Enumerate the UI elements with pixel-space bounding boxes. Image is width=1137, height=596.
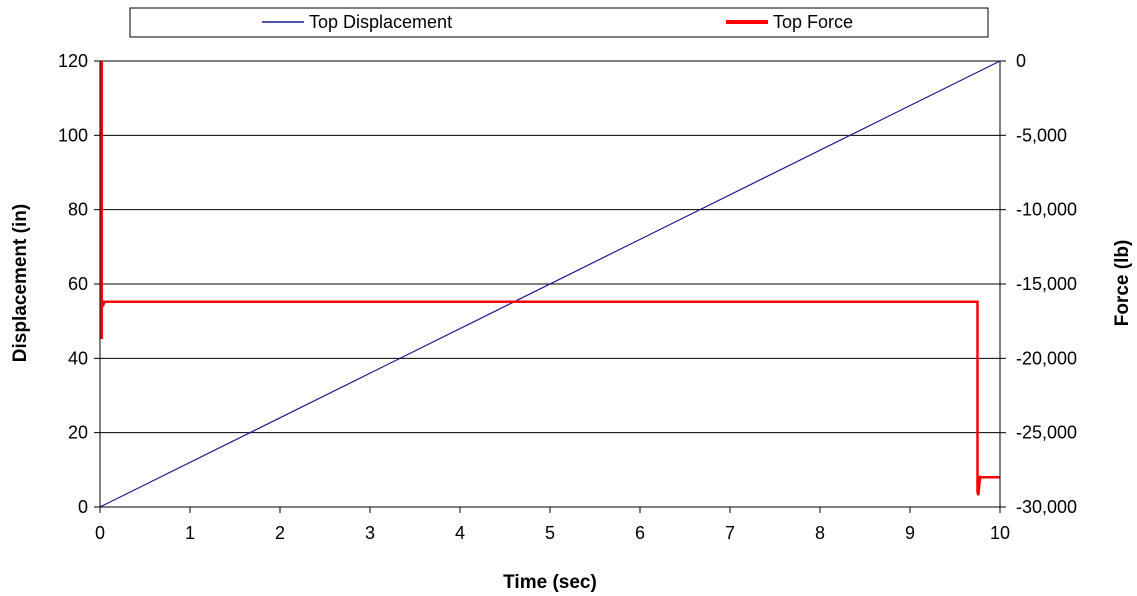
x-tick-label: 6 [635,523,645,543]
y-left-tick-label: 20 [68,423,88,443]
x-tick-label: 7 [725,523,735,543]
x-tick-label: 3 [365,523,375,543]
x-tick-label: 0 [95,523,105,543]
x-tick-label: 9 [905,523,915,543]
series-group [99,60,1001,508]
y-left-tick-label: 120 [58,51,88,71]
x-axis-title: Time (sec) [503,572,597,593]
x-tick-label: 10 [990,523,1010,543]
series-line-top-displacement [99,60,1001,508]
y-left-tick-label: 0 [78,497,88,517]
y-left-tick-label: 100 [58,125,88,145]
y-right-tick-label: -5,000 [1016,125,1067,145]
x-tick-label: 4 [455,523,465,543]
y-right-tick-label: -20,000 [1016,348,1077,368]
y-left-tick-label: 40 [68,348,88,368]
y-left-tick-label: 80 [68,200,88,220]
y-right-tick-label: -25,000 [1016,423,1077,443]
y-axis-title-left: Displacement (in) [10,204,31,362]
x-tick-label: 8 [815,523,825,543]
y-axis-title-right: Force (lb) [1112,240,1133,327]
x-tick-label: 5 [545,523,555,543]
legend: Top Displacement Top Force [129,7,989,38]
y-right-tick-label: -10,000 [1016,200,1077,220]
legend-label-top-force: Top Force [773,12,853,32]
axes [94,60,1006,513]
series-line-top-force [100,61,1000,496]
x-tick-label: 2 [275,523,285,543]
legend-label-top-displacement: Top Displacement [309,12,452,32]
y-right-tick-label: 0 [1016,51,1026,71]
x-tick-label: 1 [185,523,195,543]
y-left-tick-label: 60 [68,274,88,294]
tick-labels: 020406080100120-30,000-25,000-20,000-15,… [58,51,1077,543]
y-right-tick-label: -15,000 [1016,274,1077,294]
legend-box [129,7,989,38]
y-right-tick-label: -30,000 [1016,497,1077,517]
